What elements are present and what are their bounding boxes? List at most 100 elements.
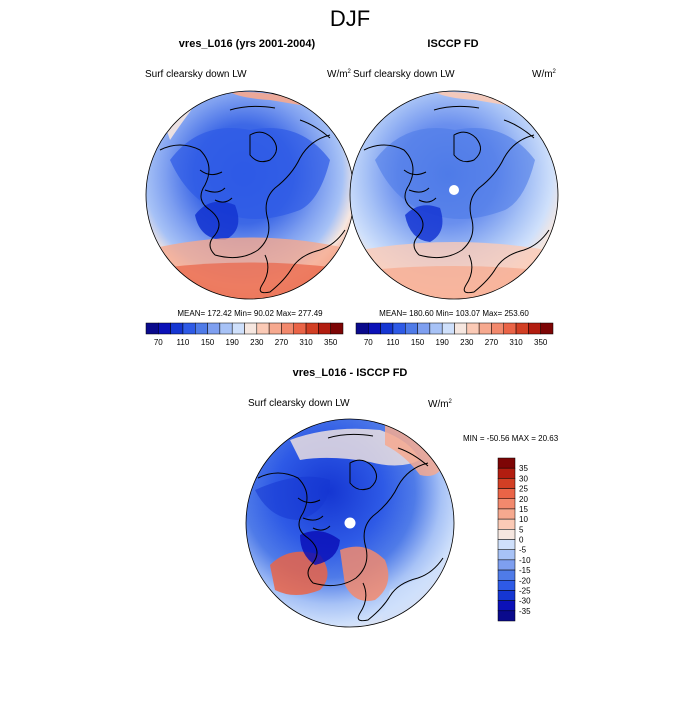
panel-model: vres_L016 (yrs 2001-2004) Surf clearsky … — [145, 38, 355, 318]
colorbar-diff-tick-label: 15 — [519, 505, 528, 514]
colorbar-model-swatch — [293, 322, 307, 335]
colorbar-diff-tick-label: -25 — [519, 586, 531, 595]
colorbar-model-swatch — [268, 322, 282, 335]
colorbar-model-swatch — [219, 322, 233, 335]
colorbar-diff-swatch — [497, 478, 516, 489]
panel-diff-stats: MIN = -50.56 MAX = 20.63 — [463, 434, 559, 443]
colorbar-model: 70 110 150 190 230 270 310 350 — [145, 322, 344, 347]
panel-obs: ISCCP FD Surf clearsky down LW W/m2 — [349, 38, 559, 318]
colorbar-model-swatch — [281, 322, 294, 335]
colorbar-obs-swatch — [392, 322, 406, 335]
colorbar-diff-swatch — [497, 549, 516, 561]
colorbar-diff-swatch — [497, 539, 516, 550]
colorbar-diff-tick-label: -35 — [519, 607, 531, 616]
colorbar-obs-tick-label: 150 — [411, 338, 425, 347]
colorbar-obs-tick-label: 310 — [509, 338, 523, 347]
colorbar-model-tick-label: 350 — [324, 338, 338, 347]
colorbar-diff-swatch — [497, 488, 516, 499]
colorbar-diff-tick-label: -20 — [519, 576, 531, 585]
colorbar-diff-swatch — [497, 600, 516, 612]
colorbar-model-tick-label: 190 — [226, 338, 240, 347]
colorbar-model-swatch — [170, 322, 184, 335]
colorbar-diff-tick-label: -10 — [519, 556, 531, 565]
colorbar-obs-tick-label: 350 — [534, 338, 548, 347]
figure-title: DJF — [330, 6, 370, 31]
colorbar-model-swatch — [231, 322, 245, 335]
colorbar-obs-swatch — [503, 322, 517, 335]
colorbar-diff-swatch — [497, 498, 516, 510]
colorbar-diff-swatch — [497, 457, 516, 469]
colorbar-obs-swatch — [405, 322, 418, 335]
colorbar-model-tick-label: 310 — [299, 338, 313, 347]
colorbar-obs-swatch — [454, 322, 468, 335]
colorbar-diff-swatch — [497, 590, 516, 601]
panel-model-title: vres_L016 (yrs 2001-2004) — [179, 38, 316, 50]
colorbar-obs-swatch — [368, 322, 381, 335]
colorbar-obs-swatch — [466, 322, 480, 335]
colorbar-obs-tick-label: 110 — [387, 338, 400, 347]
colorbar-model-tick-label: 70 — [154, 338, 163, 347]
colorbar-obs-tick-label: 270 — [485, 338, 499, 347]
colorbar-diff-tick-label: 35 — [519, 464, 528, 473]
colorbar-model-swatch — [318, 322, 331, 335]
colorbar-obs-tick-label: 230 — [460, 338, 474, 347]
colorbar-diff-swatch — [497, 610, 516, 622]
colorbar-obs-tick-label: 190 — [436, 338, 450, 347]
panel-model-stats: MEAN= 172.42 Min= 90.02 Max= 277.49 — [177, 309, 323, 318]
colorbar-model-tick-label: 110 — [177, 338, 190, 347]
colorbar-model-tick-label: 270 — [275, 338, 289, 347]
panel-diff-title: vres_L016 - ISCCP FD — [293, 367, 408, 379]
panel-obs-variable: Surf clearsky down LW — [353, 69, 455, 80]
colorbar-diff-tick-label: 20 — [519, 495, 528, 504]
colorbar-model-swatch — [256, 322, 270, 335]
panel-obs-map — [349, 90, 559, 300]
colorbar-obs-swatch — [491, 322, 504, 335]
colorbar-diff-swatch — [497, 467, 516, 479]
colorbar-obs-swatch — [540, 322, 554, 335]
colorbar-diff-swatch — [497, 508, 516, 520]
colorbar-obs-swatch — [429, 322, 443, 335]
colorbar-model-swatch — [330, 322, 344, 335]
colorbar-diff-swatch — [497, 518, 516, 530]
colorbar-diff-swatch — [497, 569, 516, 581]
colorbar-diff-tick-label: 0 — [519, 536, 524, 545]
panel-obs-stats: MEAN= 180.60 Min= 103.07 Max= 253.60 — [379, 309, 529, 318]
colorbar-diff-tick-label: 25 — [519, 485, 528, 494]
panel-obs-coastlines — [363, 105, 550, 294]
panel-diff-coastlines — [257, 433, 444, 622]
panel-model-units: W/m2 — [327, 69, 352, 80]
panel-model-variable: Surf clearsky down LW — [145, 69, 247, 80]
panel-obs-title: ISCCP FD — [427, 38, 478, 50]
colorbar-model-swatch — [244, 322, 258, 335]
colorbar-obs-tick-label: 70 — [364, 338, 373, 347]
panel-diff-map — [245, 418, 455, 628]
colorbar-obs-swatch — [380, 322, 394, 335]
panel-diff-units: W/m2 — [428, 399, 453, 410]
colorbar-model-swatch — [305, 322, 319, 335]
colorbar-diff-tick-label: 5 — [519, 525, 524, 534]
colorbar-obs-swatch — [417, 322, 431, 335]
colorbar-model-tick-label: 230 — [250, 338, 264, 347]
colorbar-diff-tick-label: -5 — [519, 546, 527, 555]
colorbar-diff-tick-label: 10 — [519, 515, 528, 524]
colorbar-model-swatch — [145, 322, 159, 335]
colorbar-diff-tick-label: -30 — [519, 597, 531, 606]
colorbar-obs-swatch — [441, 322, 455, 335]
colorbar-model-swatch — [158, 322, 171, 335]
colorbar-obs: 70 110 150 190 230 270 310 350 — [355, 322, 554, 347]
colorbar-obs-swatch — [478, 322, 492, 335]
panel-model-coastlines — [159, 105, 346, 294]
colorbar-obs-swatch — [515, 322, 529, 335]
panel-diff-variable: Surf clearsky down LW — [248, 398, 350, 409]
colorbar-diff-swatch — [497, 580, 516, 591]
colorbar-diff-swatch — [497, 529, 516, 540]
colorbar-model-swatch — [182, 322, 196, 335]
colorbar-diff-tick-label: -15 — [519, 566, 531, 575]
panel-obs-units: W/m2 — [532, 69, 557, 80]
colorbar-obs-swatch — [355, 322, 369, 335]
colorbar-model-swatch — [195, 322, 208, 335]
panel-model-map — [145, 90, 355, 300]
colorbar-diff-swatch — [497, 559, 516, 571]
